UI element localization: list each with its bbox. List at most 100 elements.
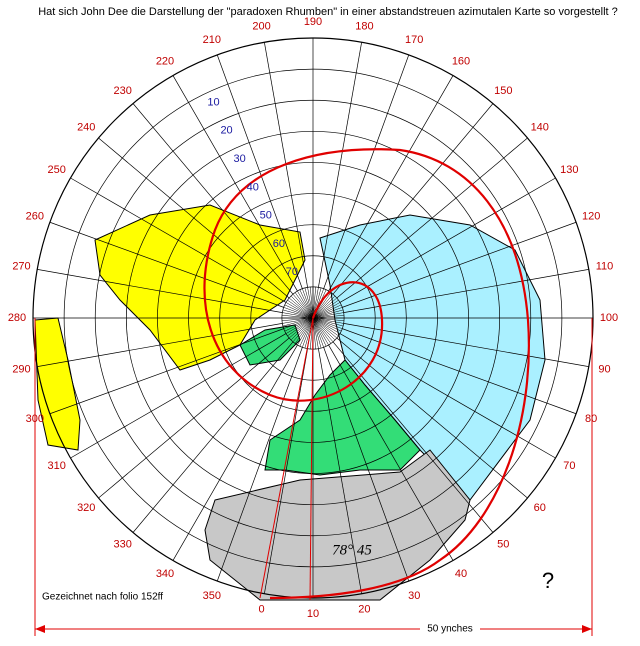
longitude-label: 90 (598, 363, 610, 375)
meridian (312, 317, 339, 337)
longitude-label: 330 (114, 539, 132, 551)
latitude-label: 40 (247, 181, 259, 193)
meridian (312, 317, 327, 347)
meridian (49, 328, 284, 415)
longitude-label: 120 (582, 211, 600, 223)
meridian (332, 103, 494, 295)
latitude-label: 60 (273, 238, 285, 250)
meridian (323, 54, 410, 289)
longitude-label: 350 (203, 590, 221, 602)
meridian (290, 317, 314, 341)
meridian (284, 304, 314, 319)
meridian (282, 312, 314, 319)
longitude-label: 60 (534, 502, 546, 514)
meridian (332, 341, 494, 533)
meridian (312, 294, 334, 319)
meridian (98, 137, 290, 299)
longitude-label: 220 (156, 56, 174, 68)
longitude-label: 260 (26, 211, 44, 223)
meridian (264, 348, 308, 594)
longitude-label: 0 (259, 603, 265, 615)
longitude-label: 180 (355, 20, 373, 32)
longitude-label: 30 (408, 590, 420, 602)
longitude-label: 10 (307, 608, 319, 620)
meridian (132, 341, 294, 533)
meridian (294, 292, 314, 319)
meridian (172, 344, 298, 561)
meridian (312, 317, 343, 329)
meridian (312, 295, 336, 319)
greenland (239, 324, 301, 366)
landmasses (34, 204, 546, 601)
meridian (312, 292, 332, 319)
title: Hat sich John Dee die Darstellung der "p… (38, 6, 618, 18)
meridian (290, 295, 314, 319)
meridian (216, 347, 303, 582)
latitude-label: 10 (207, 96, 219, 108)
meridian (297, 290, 314, 319)
question-mark: ? (542, 568, 554, 593)
meridian (283, 307, 314, 319)
longitude-label: 340 (156, 568, 174, 580)
longitude-label: 40 (455, 568, 467, 580)
meridian (342, 328, 577, 415)
meridian (292, 317, 314, 342)
meridian (287, 299, 314, 319)
longitude-label: 320 (77, 502, 95, 514)
longitude-label: 70 (563, 460, 575, 472)
meridian (37, 269, 283, 313)
meridian (312, 317, 341, 334)
scale-label: 50 ynches (427, 624, 473, 635)
meridian (312, 317, 334, 342)
meridian (281, 317, 314, 321)
meridian (70, 333, 287, 459)
meridian (132, 103, 294, 295)
meridian (312, 317, 337, 339)
meridian (299, 317, 314, 347)
africa (204, 449, 471, 601)
longitude-label: 150 (494, 85, 512, 97)
meridian (310, 286, 314, 319)
longitude-label: 170 (405, 34, 423, 46)
meridian (318, 348, 362, 594)
meridian (312, 307, 343, 319)
south-america (34, 317, 81, 451)
meridian (312, 317, 324, 348)
latitude-label: 20 (220, 125, 232, 137)
meridian (328, 344, 454, 561)
meridian (312, 315, 345, 319)
meridian (312, 297, 337, 319)
meridian (299, 289, 314, 319)
meridian (281, 315, 314, 319)
meridian (282, 309, 314, 319)
meridian (312, 317, 332, 344)
asia (319, 214, 546, 501)
longitude-label: 130 (560, 164, 578, 176)
latitude-label: 30 (234, 153, 246, 165)
meridian (216, 54, 303, 289)
meridian (318, 42, 362, 288)
meridian (285, 317, 314, 334)
annotation: 78° 45 (332, 542, 372, 558)
scale-label-bg (420, 622, 480, 636)
meridian (343, 269, 589, 313)
meridian (312, 317, 336, 341)
meridian (297, 317, 314, 346)
meridian (312, 317, 342, 332)
latitude-label: 70 (286, 266, 298, 278)
longitude-label: 50 (497, 539, 509, 551)
meridian (312, 317, 344, 327)
meridian (312, 286, 316, 319)
longitude-label: 300 (26, 413, 44, 425)
meridian (336, 137, 528, 299)
meridian (312, 317, 316, 350)
meridian (323, 347, 410, 582)
meridian (312, 317, 345, 321)
longitude-label: 200 (252, 20, 270, 32)
meridian (282, 317, 314, 327)
longitude-label: 190 (304, 16, 322, 28)
meridian (342, 221, 577, 308)
meridian (302, 317, 314, 348)
meridian (49, 221, 284, 308)
meridian (343, 323, 589, 367)
